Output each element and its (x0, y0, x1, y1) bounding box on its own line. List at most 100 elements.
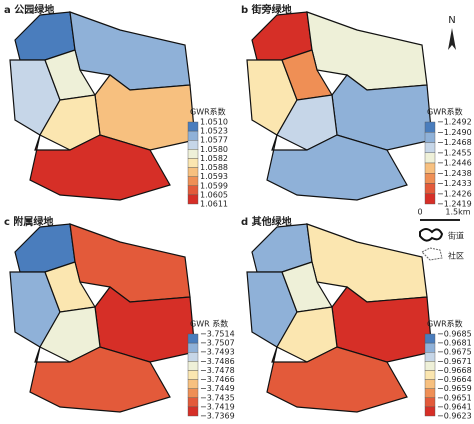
map-panel: b 街旁绿地 GWR系数−1.2492−1.2490−1.2468−1.2455 −… (241, 3, 472, 209)
legend-label: −1.2433 (437, 179, 472, 188)
legend-swatch (187, 140, 199, 150)
legend-swatch (187, 194, 199, 205)
panel-title: d 其他绿地 (241, 215, 292, 228)
legend-label: −3.7514 (200, 330, 235, 339)
street-key-label: 街道 (448, 231, 464, 241)
legend-title: GWR系数 (190, 107, 226, 117)
legend-swatch (424, 352, 436, 362)
legend-title: GWR系数 (427, 319, 463, 329)
map-region (69, 223, 191, 303)
legend-label: −3.7507 (200, 339, 235, 348)
legend-label: 1.0605 (200, 190, 228, 199)
map-region (69, 11, 191, 91)
legend-label: −1.2438 (437, 169, 472, 178)
legend-label: 1.0510 (200, 118, 228, 127)
legend-label: 1.0577 (200, 136, 228, 145)
map-panel: d 其他绿地GWR系数−0.9685−0.9681−0.9675−0.9671−… (241, 215, 472, 421)
legend-label: −0.9681 (437, 339, 472, 348)
street-symbol (419, 228, 444, 242)
scale-end: 1.5km (445, 208, 470, 217)
legend-swatch (187, 167, 199, 177)
scale-start: 0 (417, 208, 422, 217)
map-panel: c 附属绿地 GWR 系数−3.7514−3.7507−3.7493−3.7486… (4, 215, 235, 421)
legend-title: GWR 系数 (190, 319, 228, 329)
legend-label: −3.7449 (200, 384, 235, 393)
legend-swatch (187, 406, 199, 417)
legend-swatch (424, 132, 436, 143)
legend-label: 1.0523 (200, 127, 228, 136)
legend-swatch (424, 333, 436, 344)
legend-label: 1.0580 (200, 145, 228, 154)
panel-title: a 公园绿地 (4, 3, 54, 16)
legend-label: −3.7419 (200, 402, 235, 411)
map-region (281, 261, 333, 313)
legend-label: 1.0593 (200, 172, 228, 181)
panel-title: b 街旁绿地 (241, 3, 292, 16)
boundary-key: 街道 社区 (419, 228, 464, 261)
legend-label: −1.2419 (437, 200, 472, 209)
north-arrow: N (448, 15, 456, 50)
panel-title: c 附属绿地 (4, 215, 53, 228)
legend-swatch (424, 361, 436, 371)
legend-title: GWR系数 (427, 107, 463, 117)
legend-label: −0.9664 (437, 375, 472, 384)
community-symbol (421, 247, 443, 261)
legend-swatch (424, 388, 436, 398)
legend-label: −0.9659 (437, 384, 472, 393)
legend-swatch (424, 397, 436, 408)
map-panel: a 公园绿地GWR系数1.05101.05231.05771.05801.058… (4, 3, 228, 209)
legend-label: −1.2446 (437, 159, 472, 168)
map-region (39, 306, 101, 363)
legend-label: −0.9685 (437, 330, 472, 339)
legend-label: −1.2492 (437, 118, 472, 127)
legend-label: 1.0582 (200, 154, 228, 163)
legend-label: 1.0599 (200, 181, 228, 190)
legend-label: −3.7486 (200, 357, 235, 366)
legend-label: −1.2426 (437, 189, 472, 198)
legend-swatch (424, 370, 436, 380)
map-region (29, 346, 171, 413)
legend-label: −3.7435 (200, 393, 235, 402)
map-region (276, 306, 338, 363)
map-region (44, 49, 96, 101)
map-region (39, 94, 101, 151)
legend-swatch (187, 333, 199, 344)
legend-swatch (187, 397, 199, 408)
map-region (266, 346, 408, 413)
legend-swatch (187, 149, 199, 159)
legend-swatch (424, 183, 436, 194)
legend-label: 1.0611 (200, 200, 228, 209)
legend-swatch (424, 152, 436, 164)
legend-swatch (187, 352, 199, 362)
map-region (306, 223, 428, 303)
map-region (306, 11, 428, 91)
legend-label: −3.7466 (200, 375, 235, 384)
legend-label: −3.7369 (200, 412, 235, 421)
north-arrow-shape (448, 28, 456, 50)
legend-swatch (187, 361, 199, 371)
legend-label: −0.9675 (437, 348, 472, 357)
map-region (281, 49, 333, 101)
legend-swatch (187, 121, 199, 132)
community-key-label: 社区 (448, 251, 464, 261)
scale-bar: 0 1.5km (417, 208, 471, 221)
legend-swatch (187, 176, 199, 186)
legend-label: −0.9623 (437, 412, 472, 421)
legend-swatch (187, 185, 199, 196)
legend-label: 1.0588 (200, 163, 228, 172)
map-region (266, 134, 408, 201)
map-region (29, 134, 171, 201)
legend-label: −3.7493 (200, 348, 235, 357)
legend-label: −1.2490 (437, 128, 472, 137)
legend-label: −0.9651 (437, 393, 472, 402)
legend-swatch (424, 142, 436, 153)
legend-swatch (424, 342, 436, 353)
legend-swatch (187, 130, 199, 141)
legend-label: −0.9668 (437, 366, 472, 375)
legend-swatch (187, 388, 199, 398)
legend-swatch (424, 162, 436, 174)
legend-swatch (424, 121, 436, 133)
legend-swatch (424, 406, 436, 417)
legend-label: −1.2455 (437, 148, 472, 157)
